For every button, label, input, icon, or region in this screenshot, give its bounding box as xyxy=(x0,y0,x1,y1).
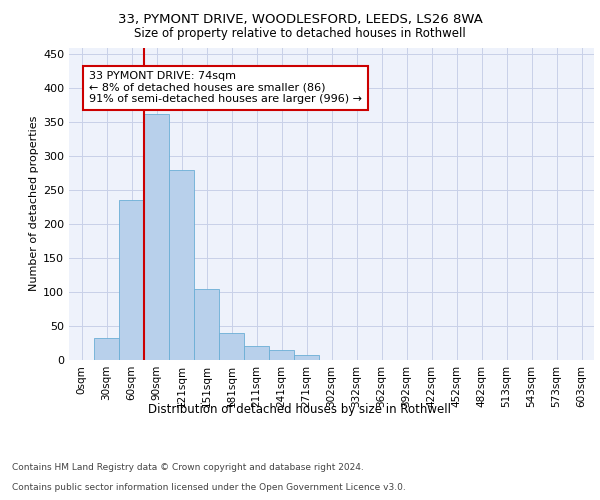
Bar xyxy=(194,288,219,360)
Text: 33, PYMONT DRIVE, WOODLESFORD, LEEDS, LS26 8WA: 33, PYMONT DRIVE, WOODLESFORD, LEEDS, LS… xyxy=(118,12,482,26)
Bar xyxy=(244,346,269,360)
Bar xyxy=(144,114,169,360)
Text: Contains HM Land Registry data © Crown copyright and database right 2024.: Contains HM Land Registry data © Crown c… xyxy=(12,464,364,472)
Bar xyxy=(169,170,194,360)
Bar xyxy=(119,200,144,360)
Text: Distribution of detached houses by size in Rothwell: Distribution of detached houses by size … xyxy=(149,402,452,415)
Bar xyxy=(269,350,294,360)
Text: Size of property relative to detached houses in Rothwell: Size of property relative to detached ho… xyxy=(134,28,466,40)
Y-axis label: Number of detached properties: Number of detached properties xyxy=(29,116,39,292)
Bar xyxy=(294,355,319,360)
Bar xyxy=(219,333,244,360)
Text: Contains public sector information licensed under the Open Government Licence v3: Contains public sector information licen… xyxy=(12,484,406,492)
Text: 33 PYMONT DRIVE: 74sqm
← 8% of detached houses are smaller (86)
91% of semi-deta: 33 PYMONT DRIVE: 74sqm ← 8% of detached … xyxy=(89,72,362,104)
Bar xyxy=(94,338,119,360)
